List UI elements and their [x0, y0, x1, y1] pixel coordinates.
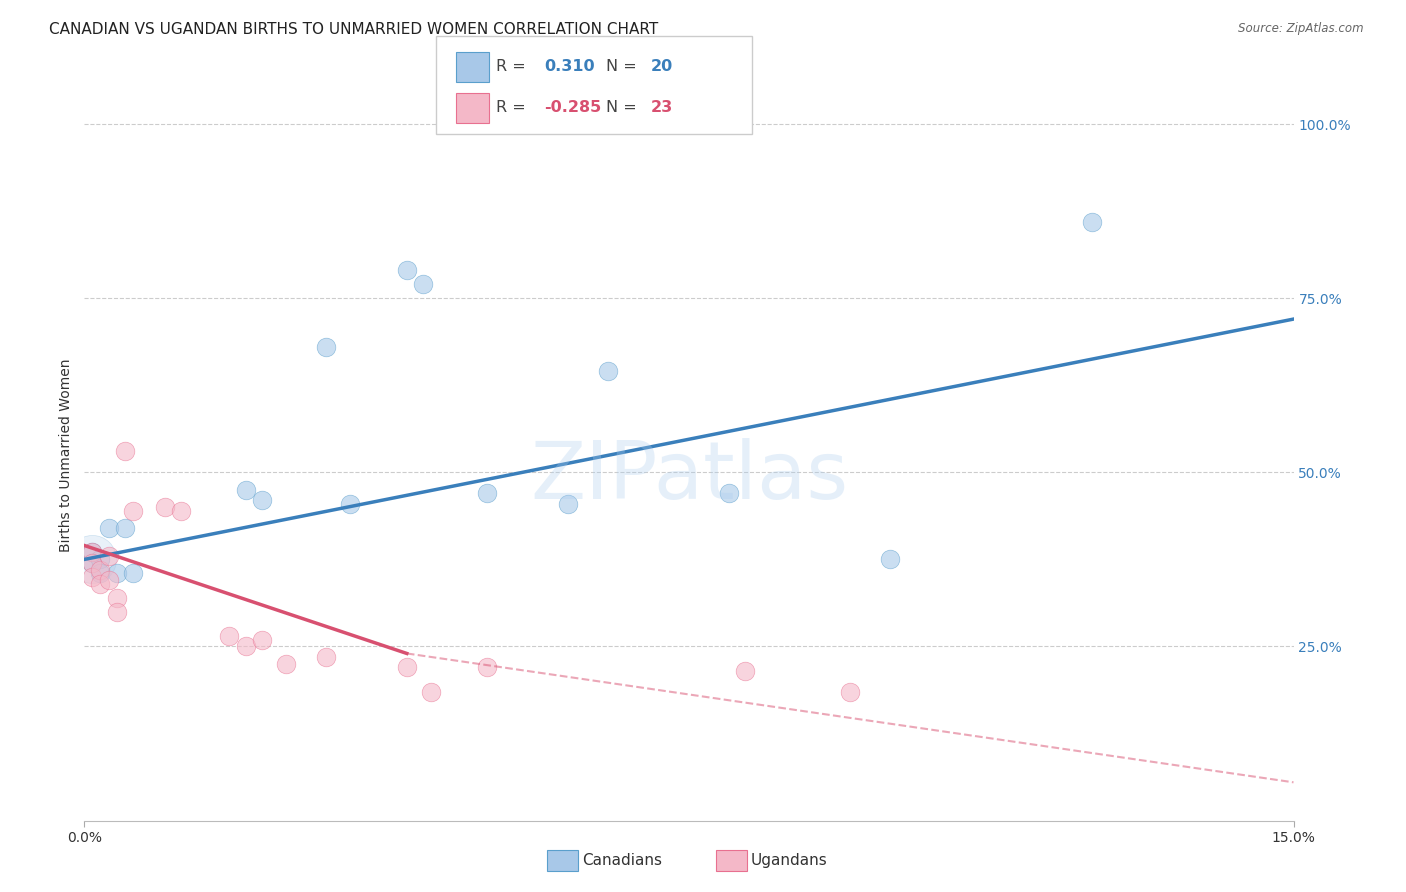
Text: N =: N = [606, 100, 643, 114]
Point [105, 566, 128, 581]
Point [274, 657, 297, 671]
Text: CANADIAN VS UGANDAN BIRTHS TO UNMARRIED WOMEN CORRELATION CHART: CANADIAN VS UGANDAN BIRTHS TO UNMARRIED … [49, 22, 658, 37]
Point [477, 660, 499, 674]
Point [114, 444, 136, 458]
Point [89, 576, 111, 591]
Point [412, 277, 434, 292]
Point [82, 545, 104, 559]
Point [82, 545, 104, 559]
Point [420, 685, 443, 699]
Point [82, 556, 104, 570]
Point [1081, 214, 1104, 228]
Text: 23: 23 [651, 100, 673, 114]
Text: N =: N = [606, 59, 643, 73]
Point [121, 566, 143, 581]
Point [315, 340, 337, 354]
Point [235, 483, 257, 497]
Point [89, 566, 111, 581]
Point [734, 664, 756, 678]
Point [315, 649, 337, 664]
Point [121, 503, 143, 517]
Text: 20: 20 [651, 59, 673, 73]
Point [82, 552, 104, 566]
Point [839, 685, 862, 699]
Point [89, 563, 111, 577]
Point [170, 503, 193, 517]
Point [97, 549, 120, 563]
Point [153, 500, 176, 515]
Point [89, 552, 111, 566]
Text: Ugandans: Ugandans [751, 854, 828, 868]
Text: Canadians: Canadians [582, 854, 662, 868]
Point [235, 640, 257, 654]
Text: R =: R = [496, 59, 531, 73]
Point [250, 493, 273, 508]
Text: -0.285: -0.285 [544, 100, 602, 114]
Point [218, 629, 240, 643]
Point [97, 574, 120, 588]
Point [250, 632, 273, 647]
Point [477, 486, 499, 500]
Point [339, 497, 361, 511]
Point [82, 570, 104, 584]
Point [105, 605, 128, 619]
Text: ZIPatlas: ZIPatlas [530, 438, 848, 516]
Point [82, 556, 104, 570]
Text: 0.310: 0.310 [544, 59, 595, 73]
Text: Source: ZipAtlas.com: Source: ZipAtlas.com [1239, 22, 1364, 36]
Y-axis label: Births to Unmarried Women: Births to Unmarried Women [59, 359, 73, 551]
Point [557, 497, 579, 511]
Point [105, 591, 128, 605]
Point [395, 660, 418, 674]
Point [718, 486, 741, 500]
Point [97, 521, 120, 535]
Point [395, 263, 418, 277]
Point [598, 364, 620, 378]
Text: R =: R = [496, 100, 531, 114]
Point [114, 521, 136, 535]
Point [879, 552, 901, 566]
